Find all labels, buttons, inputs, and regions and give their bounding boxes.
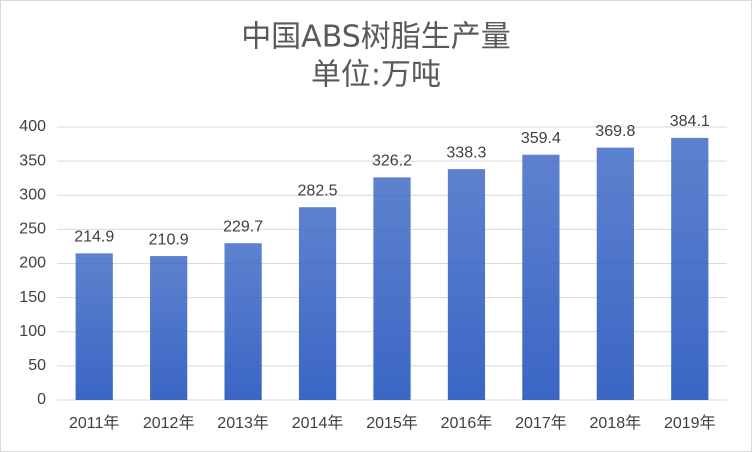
x-tick-label: 2013年 bbox=[217, 414, 269, 432]
data-label: 210.9 bbox=[149, 231, 189, 248]
bar bbox=[671, 137, 709, 400]
y-tick-label: 300 bbox=[19, 186, 46, 203]
x-tick-label: 2017年 bbox=[515, 414, 567, 432]
data-label: 359.4 bbox=[521, 130, 561, 147]
x-tick-label: 2016年 bbox=[441, 414, 493, 432]
data-label: 282.5 bbox=[298, 182, 338, 199]
data-label: 369.8 bbox=[595, 123, 635, 140]
bar bbox=[150, 256, 188, 400]
x-tick-label: 2019年 bbox=[664, 414, 716, 432]
chart-subtitle: 单位:万吨 bbox=[311, 58, 441, 93]
data-label: 338.3 bbox=[446, 144, 486, 161]
y-tick-label: 350 bbox=[19, 152, 46, 169]
x-tick-label: 2011年 bbox=[69, 414, 119, 432]
bar bbox=[75, 253, 113, 400]
bar bbox=[224, 243, 262, 400]
data-label: 214.9 bbox=[74, 229, 114, 246]
bar bbox=[373, 177, 411, 400]
x-tick-label: 2012年 bbox=[143, 414, 195, 432]
bar bbox=[522, 154, 560, 400]
data-label: 326.2 bbox=[372, 153, 412, 170]
data-label: 229.7 bbox=[223, 218, 263, 235]
data-label: 384.1 bbox=[670, 113, 710, 130]
chart-title: 中国ABS树脂生产量 bbox=[241, 20, 511, 55]
y-tick-label: 0 bbox=[37, 391, 46, 408]
bar bbox=[447, 169, 486, 400]
y-tick-label: 200 bbox=[19, 255, 46, 272]
bar bbox=[596, 147, 634, 400]
x-tick-label: 2015年 bbox=[366, 414, 418, 432]
x-tick-label: 2014年 bbox=[292, 414, 344, 432]
y-tick-label: 150 bbox=[19, 289, 46, 306]
x-tick-label: 2018年 bbox=[590, 414, 642, 432]
bar bbox=[298, 207, 337, 400]
y-tick-label: 50 bbox=[28, 357, 46, 374]
y-tick-label: 400 bbox=[19, 118, 46, 135]
y-tick-label: 100 bbox=[19, 323, 46, 340]
y-tick-label: 250 bbox=[19, 221, 46, 238]
